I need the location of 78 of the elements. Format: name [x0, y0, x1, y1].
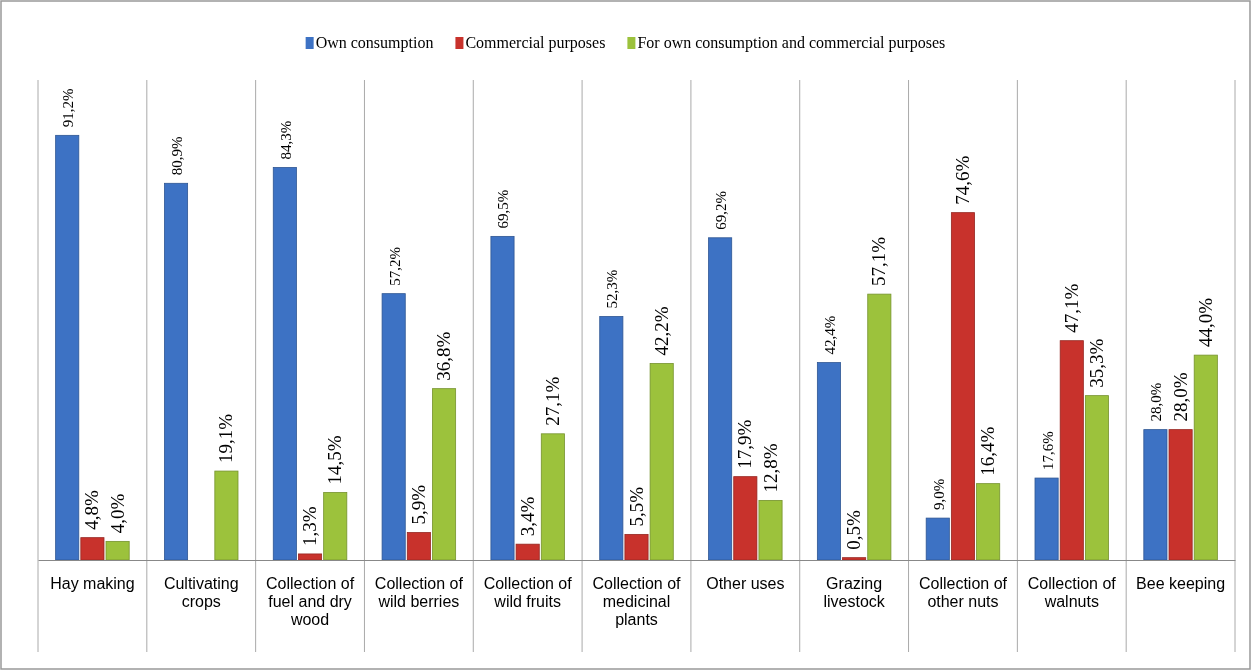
bar	[624, 533, 649, 561]
data-label: 17,6%	[1039, 431, 1056, 471]
bar	[55, 134, 80, 561]
bar	[540, 433, 565, 561]
data-label: 74,6%	[951, 155, 973, 205]
data-label: 52,3%	[604, 269, 621, 309]
bar	[842, 557, 867, 561]
x-tick-label: Grazing livestock	[823, 574, 886, 610]
bar	[758, 500, 783, 561]
x-tick-label: Collection of wild berries	[374, 574, 464, 610]
data-label: 42,2%	[650, 306, 672, 356]
bar	[323, 492, 348, 561]
bar	[1059, 340, 1084, 561]
data-label: 0,5%	[843, 509, 865, 550]
bar	[733, 476, 758, 561]
data-label: 69,5%	[495, 189, 512, 229]
bar	[1084, 395, 1109, 561]
bar	[1168, 429, 1193, 561]
data-label: 5,5%	[625, 486, 647, 527]
data-label: 9,0%	[930, 478, 947, 511]
data-label: 57,2%	[386, 246, 403, 286]
bar	[649, 363, 674, 561]
data-label: 19,1%	[215, 413, 237, 464]
bar	[432, 388, 457, 561]
data-label: 16,4%	[977, 426, 999, 476]
x-tick-label: Collection of wild fruits	[483, 574, 573, 610]
bar	[272, 167, 297, 561]
data-label: 69,2%	[713, 191, 730, 230]
bar	[1193, 354, 1218, 561]
bar	[925, 517, 950, 561]
x-tick-label: Hay making	[50, 574, 135, 592]
legend-label: Commercial purposes	[465, 34, 606, 52]
x-tick-label: Bee keeping	[1136, 574, 1226, 592]
bar	[950, 212, 975, 561]
data-label: 57,1%	[868, 236, 890, 287]
x-tick-label: Cultivating crops	[163, 574, 239, 610]
bar	[515, 543, 540, 561]
bar	[406, 532, 431, 561]
data-label: 35,3%	[1085, 338, 1107, 388]
data-label: 28,0%	[1148, 382, 1165, 422]
x-tick-label: Collection of fuel and dry wood	[266, 574, 355, 629]
bar	[214, 470, 239, 561]
x-tick-label: Other uses	[706, 574, 785, 592]
data-label: 44,0%	[1194, 297, 1216, 348]
bar	[490, 235, 515, 561]
data-label: 36,8%	[433, 331, 455, 381]
data-label: 5,9%	[407, 484, 429, 525]
data-label: 4,0%	[106, 493, 128, 534]
bar	[298, 553, 323, 561]
bar	[164, 182, 189, 561]
data-label: 47,1%	[1060, 283, 1082, 333]
x-tick-label: Collection of walnuts	[1027, 574, 1117, 610]
bar	[1143, 429, 1168, 561]
data-label: 28,0%	[1169, 372, 1191, 422]
data-label: 91,2%	[60, 88, 77, 128]
data-label: 3,4%	[516, 496, 538, 537]
bar	[105, 540, 130, 561]
data-label: 17,9%	[734, 419, 756, 469]
data-label: 1,3%	[299, 506, 321, 546]
data-label: 84,3%	[277, 120, 294, 160]
legend-label: Own consumption	[315, 34, 434, 52]
data-label: 42,4%	[821, 315, 838, 355]
data-label: 80,9%	[169, 136, 186, 176]
bar	[599, 316, 624, 561]
bar	[708, 237, 733, 561]
bar	[816, 362, 841, 561]
bar	[976, 483, 1001, 561]
data-label: 14,5%	[324, 435, 346, 485]
x-tick-label: Collection of medicinal plants	[592, 574, 682, 629]
x-tick-label: Collection of other nuts	[918, 574, 1008, 610]
data-label: 4,8%	[81, 489, 103, 530]
bar	[1034, 477, 1059, 561]
data-label: 27,1%	[541, 376, 563, 426]
legend-label: For own consumption and commercial purposes	[637, 34, 946, 52]
bar	[381, 293, 406, 561]
data-label: 12,8%	[759, 443, 781, 493]
bar	[80, 537, 105, 561]
bar	[867, 293, 892, 561]
